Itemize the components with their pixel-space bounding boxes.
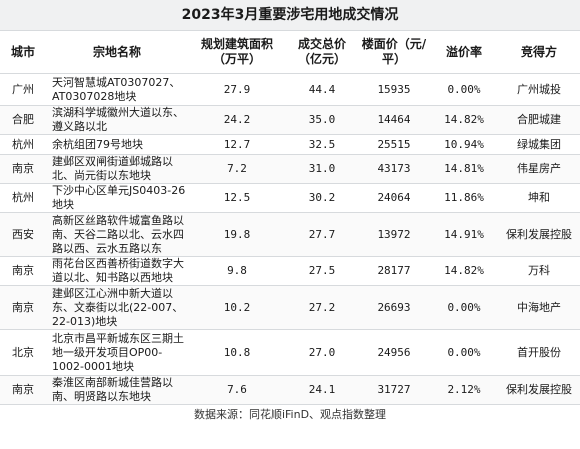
cell-price: 31.0 — [286, 154, 358, 184]
cell-parcel: 建邺区双闸街道邺城路以北、尚元街以东地块 — [46, 154, 188, 184]
table-row: 北京 北京市昌平新城东区三期土地一级开发项目OP00-1002-0001地块 1… — [0, 329, 580, 376]
data-source-note: 数据来源：同花顺iFinD、观点指数整理 — [193, 408, 387, 421]
table-row: 南京 雨花台区西善桥街道数字大道以北、知书路以西地块 9.8 27.5 2817… — [0, 256, 580, 286]
cell-parcel: 余杭组团79号地块 — [46, 134, 188, 155]
table-row: 合肥 滨湖科学城徽州大道以东、遵义路以北 24.2 35.0 14464 14.… — [0, 105, 580, 135]
cell-premium: 0.00% — [430, 285, 498, 330]
cell-premium: 14.91% — [430, 212, 498, 257]
table-row: 南京 建邺区江心洲中新大道以东、文泰街以北(22-007、22-013)地块 1… — [0, 285, 580, 330]
cell-premium: 10.94% — [430, 134, 498, 155]
cell-parcel: 秦淮区南部新城佳营路以南、明贤路以东地块 — [46, 375, 188, 405]
cell-parcel: 北京市昌平新城东区三期土地一级开发项目OP00-1002-0001地块 — [46, 329, 188, 376]
cell-floor-price: 13972 — [358, 212, 430, 257]
cell-premium: 14.82% — [430, 256, 498, 286]
table-row: 广州 天河智慧城AT0307027、AT0307028地块 27.9 44.4 … — [0, 73, 580, 106]
cell-parcel: 天河智慧城AT0307027、AT0307028地块 — [46, 73, 188, 106]
cell-floor-price: 15935 — [358, 73, 430, 106]
cell-city: 合肥 — [0, 105, 46, 135]
cell-floor-price: 43173 — [358, 154, 430, 184]
table-row: 杭州 余杭组团79号地块 12.7 32.5 25515 10.94% 绿城集团 — [0, 134, 580, 155]
table-row: 南京 建邺区双闸街道邺城路以北、尚元街以东地块 7.2 31.0 43173 1… — [0, 154, 580, 184]
cell-buyer: 合肥城建 — [498, 105, 580, 135]
cell-parcel: 下沙中心区单元JS0403-26地块 — [46, 183, 188, 213]
cell-price: 27.7 — [286, 212, 358, 257]
table-row: 西安 高新区丝路软件城富鱼路以南、天谷二路以北、云水四路以西、云水五路以东 19… — [0, 212, 580, 257]
cell-price: 27.0 — [286, 329, 358, 376]
cell-area: 12.5 — [188, 183, 286, 213]
col-header-price: 成交总价（亿元） — [286, 31, 358, 74]
cell-parcel: 建邺区江心洲中新大道以东、文泰街以北(22-007、22-013)地块 — [46, 285, 188, 330]
cell-floor-price: 24064 — [358, 183, 430, 213]
cell-floor-price: 28177 — [358, 256, 430, 286]
cell-city: 西安 — [0, 212, 46, 257]
cell-price: 44.4 — [286, 73, 358, 106]
cell-area: 10.2 — [188, 285, 286, 330]
cell-price: 32.5 — [286, 134, 358, 155]
cell-buyer: 广州城投 — [498, 73, 580, 106]
cell-floor-price: 14464 — [358, 105, 430, 135]
cell-premium: 2.12% — [430, 375, 498, 405]
cell-price: 27.2 — [286, 285, 358, 330]
cell-parcel: 高新区丝路软件城富鱼路以南、天谷二路以北、云水四路以西、云水五路以东 — [46, 212, 188, 257]
cell-city: 广州 — [0, 73, 46, 106]
cell-city: 南京 — [0, 375, 46, 405]
cell-premium: 14.81% — [430, 154, 498, 184]
cell-price: 35.0 — [286, 105, 358, 135]
table-row: 南京 秦淮区南部新城佳营路以南、明贤路以东地块 7.6 24.1 31727 2… — [0, 375, 580, 405]
cell-parcel: 雨花台区西善桥街道数字大道以北、知书路以西地块 — [46, 256, 188, 286]
cell-parcel: 滨湖科学城徽州大道以东、遵义路以北 — [46, 105, 188, 135]
cell-floor-price: 24956 — [358, 329, 430, 376]
col-header-buyer: 竞得方 — [498, 31, 580, 74]
cell-floor-price: 25515 — [358, 134, 430, 155]
cell-premium: 14.82% — [430, 105, 498, 135]
cell-price: 27.5 — [286, 256, 358, 286]
table-row: 杭州 下沙中心区单元JS0403-26地块 12.5 30.2 24064 11… — [0, 183, 580, 213]
cell-area: 7.6 — [188, 375, 286, 405]
cell-buyer: 坤和 — [498, 183, 580, 213]
cell-price: 24.1 — [286, 375, 358, 405]
cell-buyer: 万科 — [498, 256, 580, 286]
cell-area: 7.2 — [188, 154, 286, 184]
cell-city: 南京 — [0, 285, 46, 330]
col-header-floor-price: 楼面价（元/平） — [358, 31, 430, 74]
cell-city: 南京 — [0, 256, 46, 286]
cell-city: 杭州 — [0, 134, 46, 155]
cell-area: 12.7 — [188, 134, 286, 155]
cell-floor-price: 26693 — [358, 285, 430, 330]
land-deals-table: 城市 宗地名称 规划建筑面积（万平） 成交总价（亿元） 楼面价（元/平） 溢价率… — [0, 31, 580, 405]
cell-buyer: 保利发展控股 — [498, 212, 580, 257]
cell-premium: 0.00% — [430, 73, 498, 106]
cell-floor-price: 31727 — [358, 375, 430, 405]
cell-premium: 11.86% — [430, 183, 498, 213]
cell-buyer: 绿城集团 — [498, 134, 580, 155]
cell-area: 27.9 — [188, 73, 286, 106]
cell-buyer: 伟星房产 — [498, 154, 580, 184]
cell-buyer: 中海地产 — [498, 285, 580, 330]
cell-area: 19.8 — [188, 212, 286, 257]
col-header-city: 城市 — [0, 31, 46, 74]
table-header-row: 城市 宗地名称 规划建筑面积（万平） 成交总价（亿元） 楼面价（元/平） 溢价率… — [0, 31, 580, 74]
table-title: 2023年3月重要涉宅用地成交情况 — [0, 0, 580, 31]
cell-city: 南京 — [0, 154, 46, 184]
col-header-area: 规划建筑面积（万平） — [188, 31, 286, 74]
cell-city: 北京 — [0, 329, 46, 376]
cell-buyer: 保利发展控股 — [498, 375, 580, 405]
col-header-parcel: 宗地名称 — [46, 31, 188, 74]
cell-area: 24.2 — [188, 105, 286, 135]
cell-price: 30.2 — [286, 183, 358, 213]
cell-premium: 0.00% — [430, 329, 498, 376]
cell-city: 杭州 — [0, 183, 46, 213]
cell-area: 9.8 — [188, 256, 286, 286]
cell-area: 10.8 — [188, 329, 286, 376]
col-header-premium: 溢价率 — [430, 31, 498, 74]
cell-buyer: 首开股份 — [498, 329, 580, 376]
